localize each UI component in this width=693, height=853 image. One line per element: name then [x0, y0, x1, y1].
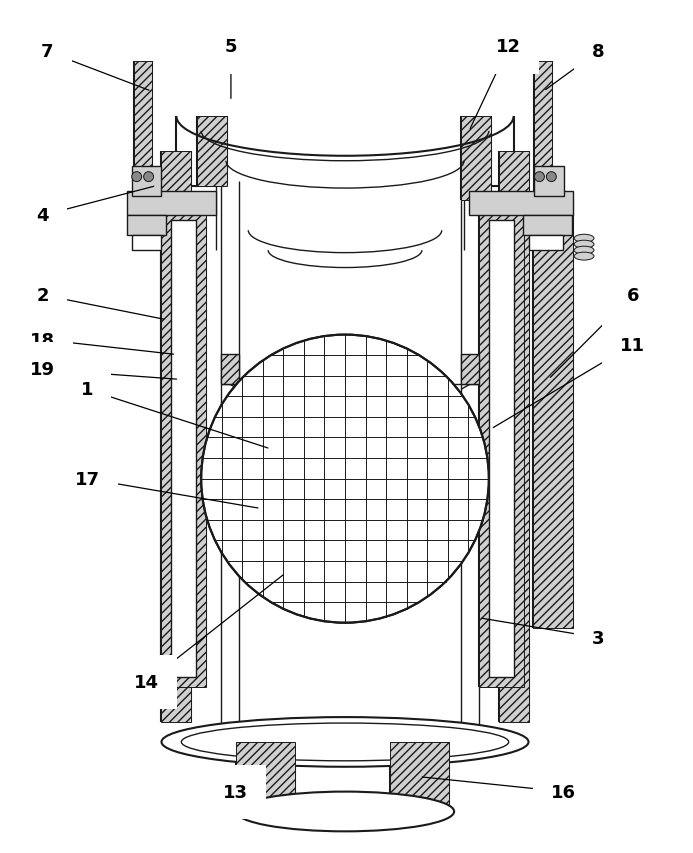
Ellipse shape — [574, 252, 594, 261]
Bar — [389, 742, 449, 807]
Text: 3: 3 — [592, 629, 604, 647]
Bar — [161, 152, 191, 722]
Bar — [132, 166, 161, 196]
Circle shape — [534, 172, 545, 183]
Text: 6: 6 — [626, 287, 639, 305]
Bar — [529, 236, 563, 251]
Bar — [534, 62, 552, 191]
Ellipse shape — [574, 247, 594, 255]
Bar — [461, 117, 491, 201]
Bar — [489, 221, 514, 677]
Text: 12: 12 — [496, 38, 521, 56]
Bar — [236, 742, 295, 807]
Ellipse shape — [574, 241, 594, 249]
Bar — [132, 236, 161, 251]
Bar — [221, 355, 239, 385]
Text: 17: 17 — [75, 470, 100, 488]
Text: 8: 8 — [592, 44, 604, 61]
Bar — [161, 201, 206, 688]
Text: 14: 14 — [134, 674, 159, 692]
Text: 16: 16 — [551, 783, 576, 801]
Circle shape — [132, 172, 141, 183]
Ellipse shape — [574, 235, 594, 243]
Text: 11: 11 — [620, 336, 645, 354]
Bar — [499, 152, 529, 722]
Bar — [198, 117, 227, 186]
Circle shape — [546, 172, 556, 183]
Text: 5: 5 — [225, 38, 237, 56]
Text: 13: 13 — [223, 783, 248, 801]
Bar — [171, 221, 196, 677]
Text: 7: 7 — [41, 44, 53, 61]
Text: 19: 19 — [30, 361, 55, 379]
Circle shape — [143, 172, 154, 183]
Bar — [134, 62, 152, 191]
Bar — [127, 191, 216, 216]
Ellipse shape — [182, 723, 509, 761]
Ellipse shape — [201, 335, 489, 623]
Bar — [479, 201, 524, 688]
Ellipse shape — [161, 717, 529, 767]
Text: 2: 2 — [36, 287, 49, 305]
Ellipse shape — [236, 792, 454, 832]
Bar — [523, 216, 572, 236]
Bar — [534, 201, 573, 628]
Text: 1: 1 — [81, 380, 94, 398]
Bar — [127, 216, 166, 236]
Text: 4: 4 — [36, 207, 49, 225]
Text: 18: 18 — [30, 331, 55, 349]
Bar — [534, 166, 564, 196]
Bar — [469, 191, 573, 216]
Bar — [461, 355, 479, 385]
